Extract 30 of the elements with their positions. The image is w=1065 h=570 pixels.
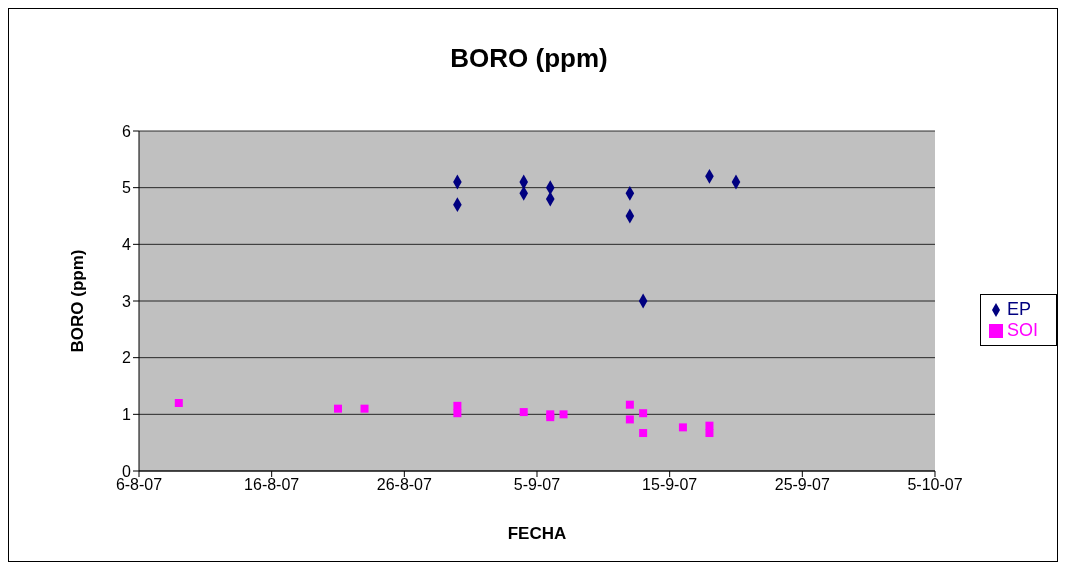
point xyxy=(705,429,714,438)
point xyxy=(334,404,342,413)
x-tick-label: 26-8-07 xyxy=(376,476,432,494)
text: BORO (ppm) xyxy=(68,249,88,353)
legend-label: EP xyxy=(1006,299,1031,319)
point xyxy=(559,410,568,419)
x-tick-label: 6-8-07 xyxy=(115,476,163,494)
x-tick-label: 16-8-07 xyxy=(244,476,300,494)
y-tick-label: 3 xyxy=(122,292,132,310)
y-tick-label: 1 xyxy=(122,406,132,424)
y-axis-title: BORO (ppm) xyxy=(449,43,609,74)
point xyxy=(625,400,634,409)
point xyxy=(625,415,634,424)
point xyxy=(639,409,648,418)
x-tick-label: 15-9-07 xyxy=(642,476,698,494)
x-tick-label: 5-10-07 xyxy=(907,476,963,494)
x-tick-label: 5-9-07 xyxy=(513,476,561,494)
point xyxy=(174,399,183,407)
y-tick-label: 6 xyxy=(122,122,132,140)
point xyxy=(453,409,462,418)
point xyxy=(360,404,369,413)
y-tick-label: 4 xyxy=(122,236,132,254)
x-tick-label: 25-9-07 xyxy=(774,476,830,494)
point xyxy=(678,423,687,432)
y-tick-label: 5 xyxy=(122,179,132,197)
x-axis-title: FECHA xyxy=(507,524,567,543)
point xyxy=(519,408,528,417)
point xyxy=(639,429,648,438)
y-tick-label: 2 xyxy=(122,349,132,367)
legend-label: SOI xyxy=(1006,320,1038,340)
